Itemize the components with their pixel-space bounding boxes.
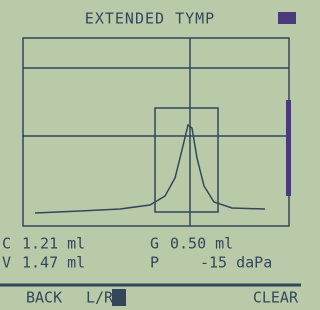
reading-value: 1.47 ml — [22, 254, 85, 272]
device-screen: EXTENDED TYMP C 1.21 ml G 0.50 ml V 1.47… — [0, 0, 301, 310]
reading-value: 1.21 ml — [22, 235, 85, 253]
softkey-back[interactable]: BACK — [26, 289, 62, 307]
status-indicator — [278, 12, 296, 24]
selected-side-highlight — [112, 289, 126, 306]
reading-label: V — [2, 254, 11, 272]
reading-value: 0.50 ml — [170, 235, 233, 253]
softkey-lr[interactable]: L/R — [86, 289, 114, 307]
reading-label: C — [2, 235, 11, 253]
page: {"header": {"title": "EXTENDED TYMP"}, "… — [0, 0, 320, 310]
reading-label: P — [150, 254, 159, 272]
scroll-bar — [286, 100, 291, 196]
reading-value: -15 daPa — [200, 254, 272, 272]
screen-title: EXTENDED TYMP — [85, 10, 215, 28]
softkey-clear[interactable]: CLEAR — [253, 289, 299, 307]
reading-label: G — [150, 235, 159, 253]
